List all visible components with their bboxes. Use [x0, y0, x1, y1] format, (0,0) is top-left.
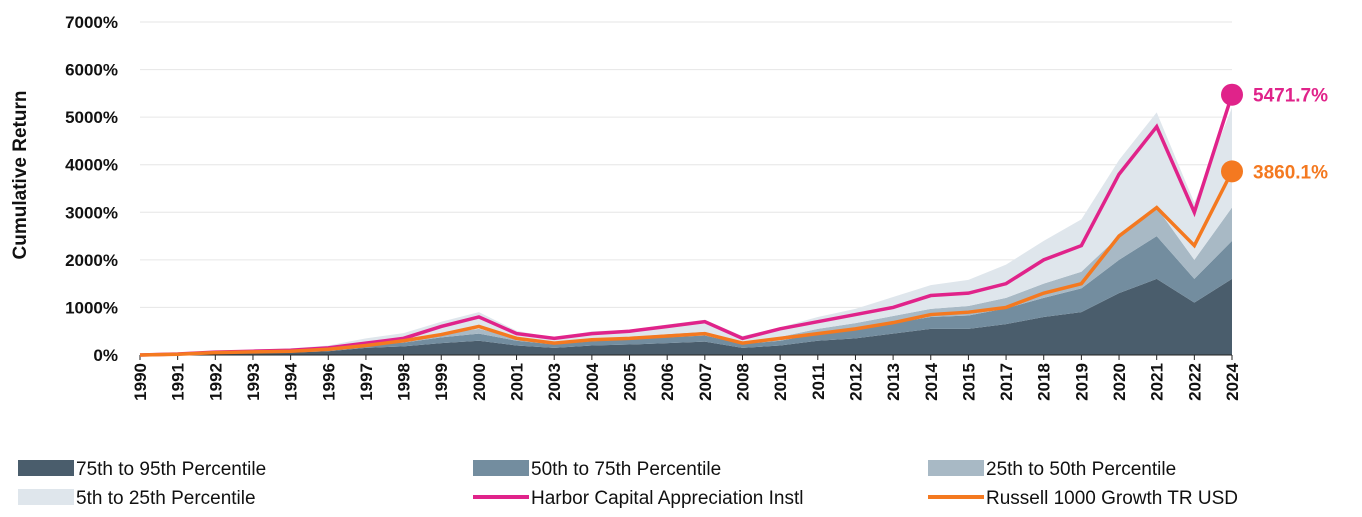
percentile-band [140, 278, 1232, 355]
line [139, 170, 1234, 357]
x-tick-label: 1991 [169, 363, 188, 401]
x-tick-label: 2005 [621, 363, 640, 401]
x-tick-label: 2024 [1223, 362, 1242, 400]
x-tick-label: 1993 [244, 363, 263, 401]
x-tick-label: 2001 [508, 363, 527, 401]
legend-label: Russell 1000 Growth TR USD [986, 488, 1238, 509]
x-tick-label: 2000 [470, 363, 489, 401]
x-tick-label: 2018 [1035, 363, 1054, 401]
percentile-band [140, 236, 1232, 355]
x-tick-label: 2012 [846, 363, 865, 401]
legend-swatch [18, 460, 74, 476]
legend-swatch [928, 460, 984, 476]
x-tick-label: 2021 [1148, 363, 1167, 401]
x-tick-label: 1990 [131, 363, 150, 401]
value-label: 3860.1% [1253, 162, 1328, 183]
x-tick-label: 2004 [583, 362, 602, 400]
end-marker [1221, 83, 1243, 106]
legend-swatch [473, 495, 529, 499]
y-tick-label: 2000% [65, 251, 118, 270]
y-tick-label: 1000% [65, 298, 118, 317]
y-tick-label: 4000% [65, 156, 118, 175]
x-tick-label: 2010 [771, 363, 790, 401]
x-tick-label: 2017 [997, 363, 1016, 401]
x-tick-label: 2014 [922, 362, 941, 400]
x-tick-label: 2008 [733, 363, 752, 401]
x-tick-label: 1992 [206, 363, 225, 401]
y-tick-label: 0% [93, 346, 118, 365]
legend-label: 5th to 25th Percentile [76, 488, 256, 509]
x-tick-label: 2022 [1185, 363, 1204, 401]
x-tick-label: 1996 [319, 363, 338, 401]
legend-label: Harbor Capital Appreciation Instl [531, 488, 803, 509]
y-tick-label: 7000% [65, 13, 118, 32]
x-tick-label: 1998 [395, 363, 414, 401]
x-tick-label: 1994 [282, 362, 301, 400]
value-label: 5471.7% [1253, 86, 1328, 107]
y-tick-label: 3000% [65, 203, 118, 222]
y-tick-label: 5000% [65, 108, 118, 127]
y-axis-label: Cumulative Return [10, 91, 31, 260]
x-tick-label: 1999 [432, 363, 451, 401]
legend-swatch [928, 495, 984, 499]
legend-label: 75th to 95th Percentile [76, 459, 266, 480]
x-tick-label: 2020 [1110, 363, 1129, 401]
x-tick-label: 2019 [1072, 363, 1091, 401]
x-tick-label: 2006 [658, 363, 677, 401]
x-tick-label: 2003 [545, 363, 564, 401]
legend-swatch [18, 489, 74, 505]
y-tick-label: 6000% [65, 61, 118, 80]
x-tick-label: 2007 [696, 363, 715, 401]
legend-swatch [473, 460, 529, 476]
legend-label: 25th to 50th Percentile [986, 459, 1176, 480]
x-tick-label: 1997 [357, 363, 376, 401]
x-tick-label: 2015 [959, 363, 978, 401]
end-marker [1221, 160, 1243, 183]
legend-label: 50th to 75th Percentile [531, 459, 721, 480]
x-tick-label: 2011 [809, 363, 828, 400]
x-tick-label: 2013 [884, 363, 903, 401]
